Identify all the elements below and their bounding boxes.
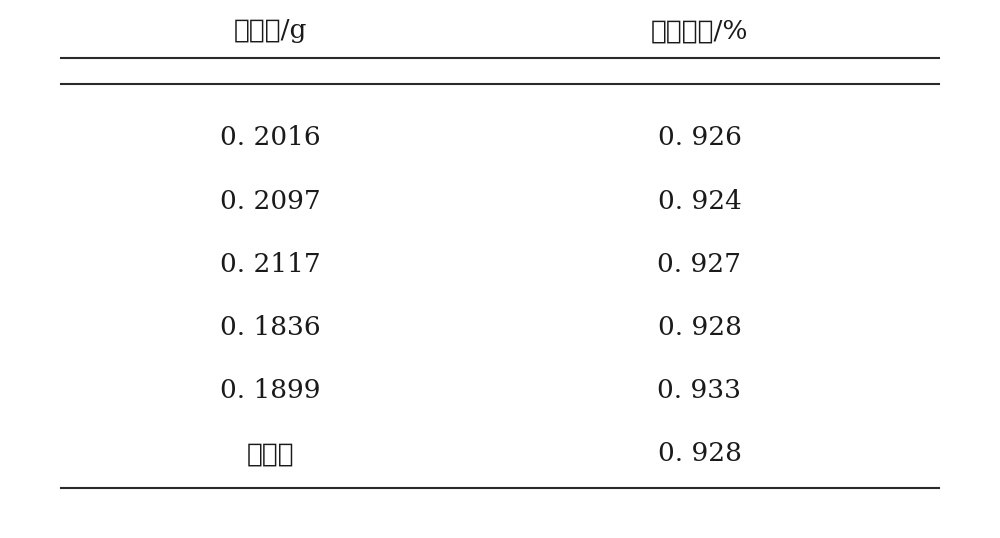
Text: 0. 2016: 0. 2016 <box>220 125 321 150</box>
Text: 0. 2097: 0. 2097 <box>220 188 321 214</box>
Text: 平均値: 平均値 <box>247 441 294 466</box>
Text: 0. 928: 0. 928 <box>658 315 741 340</box>
Text: 0. 924: 0. 924 <box>658 188 741 214</box>
Text: 0. 2117: 0. 2117 <box>220 252 321 277</box>
Text: 测定结果/%: 测定结果/% <box>651 18 748 44</box>
Text: 0. 1836: 0. 1836 <box>220 315 321 340</box>
Text: 0. 928: 0. 928 <box>658 441 741 466</box>
Text: 0. 1899: 0. 1899 <box>220 378 321 403</box>
Text: 0. 933: 0. 933 <box>657 378 741 403</box>
Text: 进样量/g: 进样量/g <box>234 18 307 44</box>
Text: 0. 926: 0. 926 <box>658 125 741 150</box>
Text: 0. 927: 0. 927 <box>657 252 741 277</box>
